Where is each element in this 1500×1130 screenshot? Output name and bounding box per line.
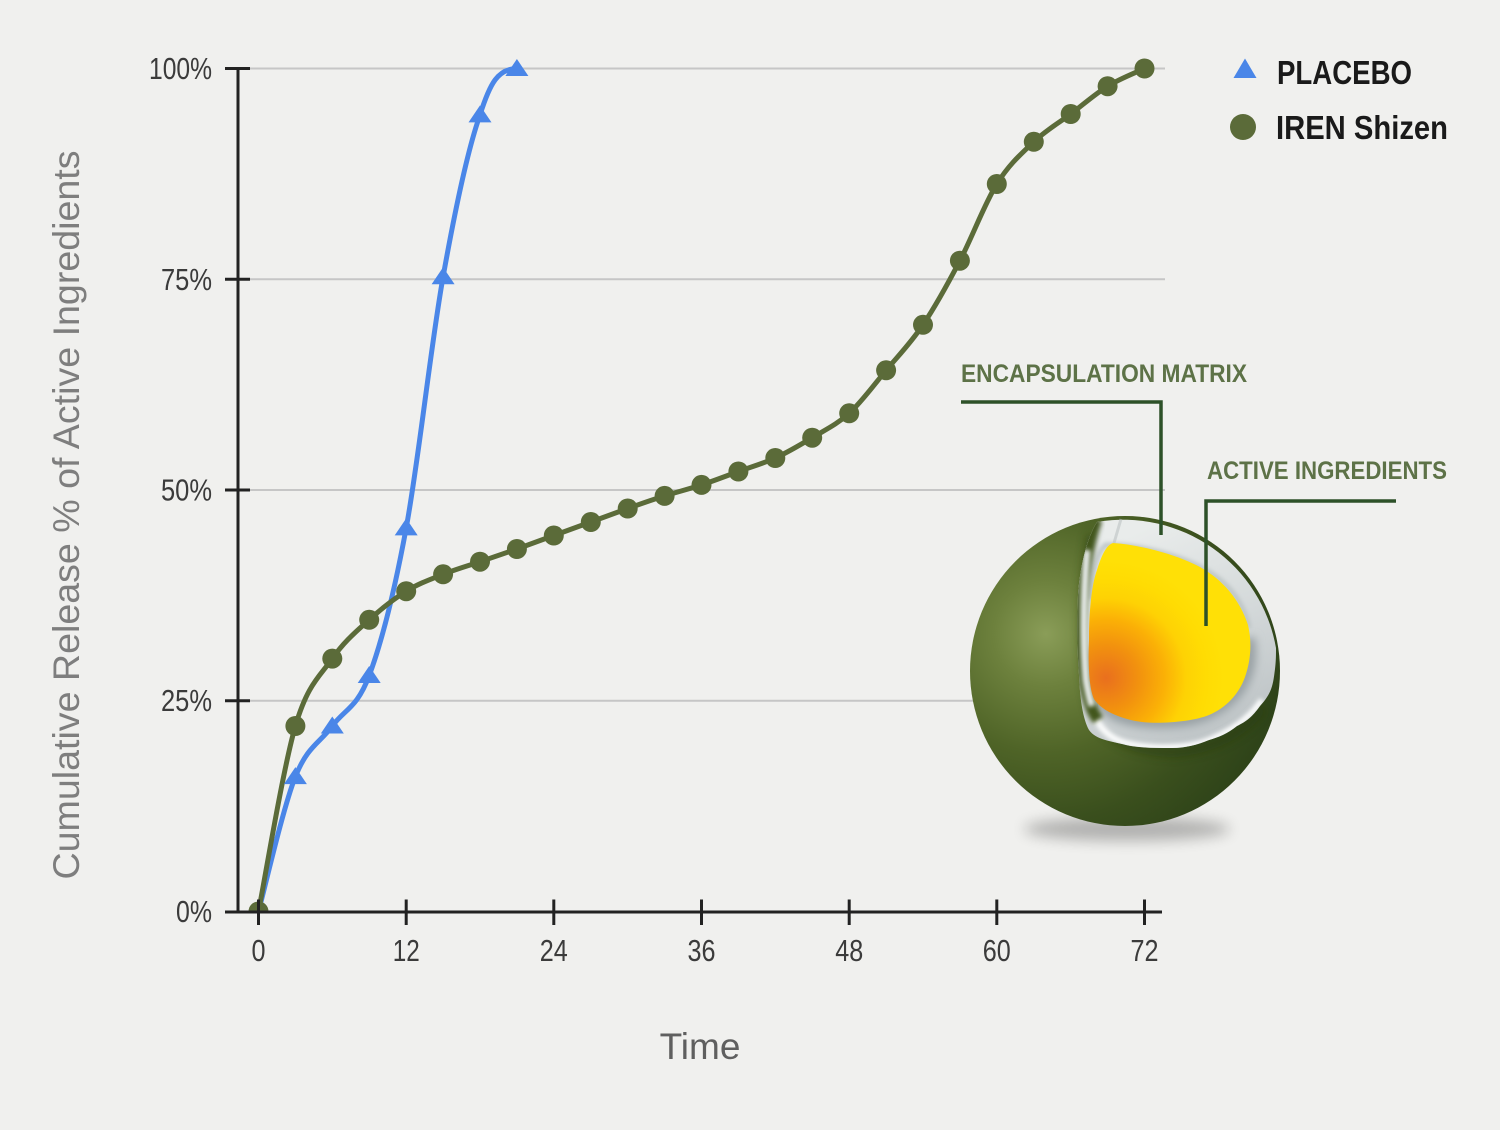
svg-text:ENCAPSULATION MATRIX: ENCAPSULATION MATRIX [961,360,1247,388]
svg-text:IREN Shizen: IREN Shizen [1276,109,1448,146]
svg-text:50%: 50% [161,473,212,508]
svg-text:24: 24 [540,933,568,968]
svg-text:ACTIVE INGREDIENTS: ACTIVE INGREDIENTS [1207,457,1447,485]
svg-text:Time: Time [660,1026,741,1067]
svg-text:12: 12 [393,933,420,968]
svg-text:Cumulative Release % of Active: Cumulative Release % of Active Ingredien… [46,151,87,880]
svg-text:72: 72 [1131,933,1159,968]
svg-text:100%: 100% [149,51,212,86]
svg-text:PLACEBO: PLACEBO [1277,54,1412,91]
svg-text:75%: 75% [161,262,212,297]
svg-text:0%: 0% [176,894,212,929]
svg-text:60: 60 [983,933,1011,968]
svg-text:0: 0 [252,933,266,968]
svg-text:36: 36 [688,933,716,968]
svg-text:25%: 25% [161,683,212,718]
svg-text:48: 48 [835,933,863,968]
